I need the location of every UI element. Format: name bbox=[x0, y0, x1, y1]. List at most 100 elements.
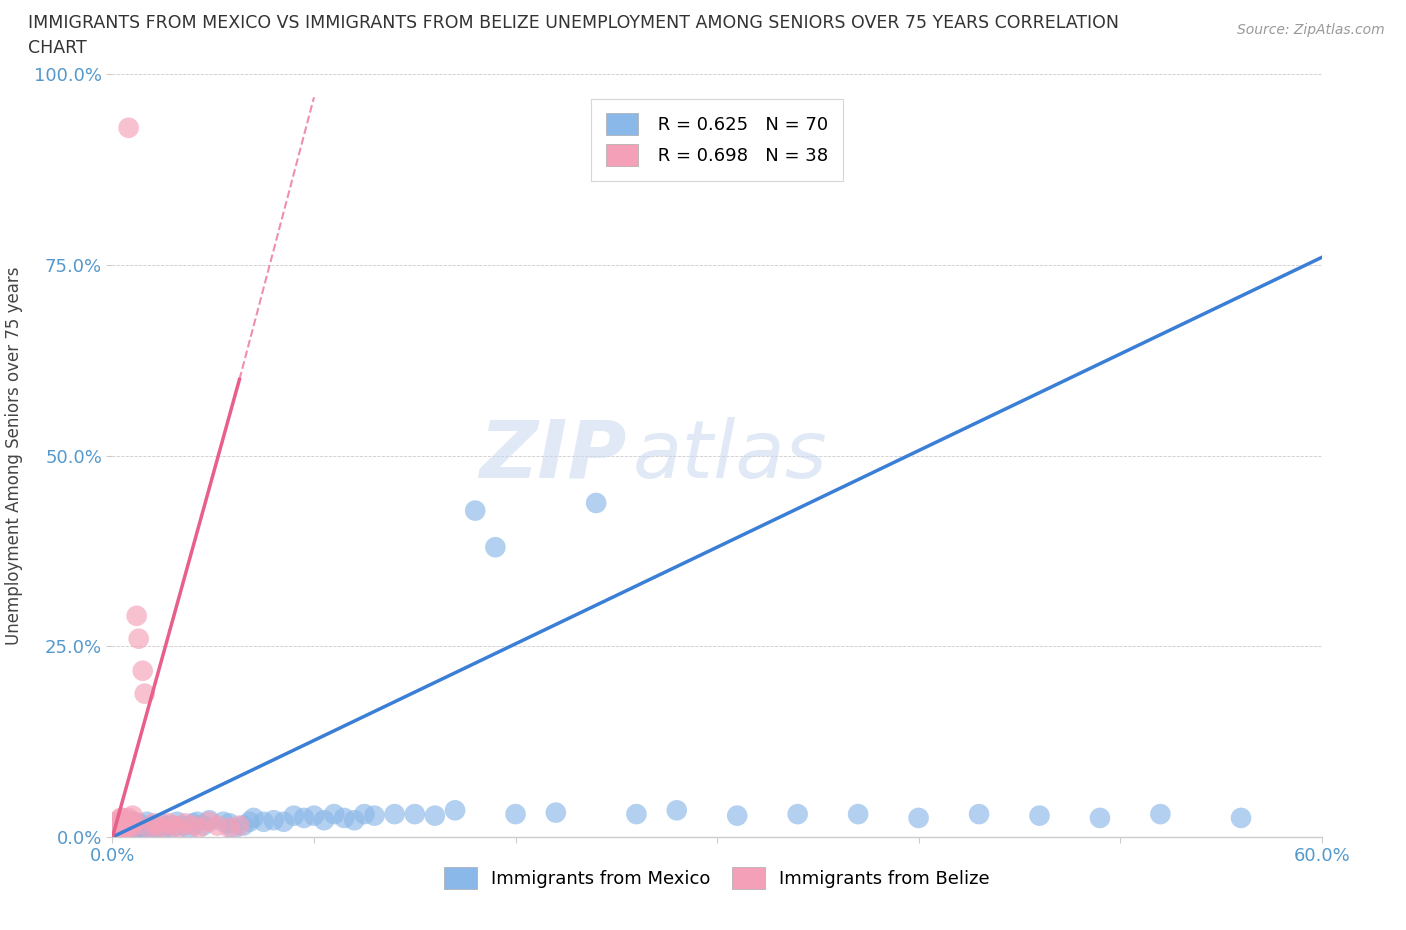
Point bbox=[363, 808, 385, 823]
Point bbox=[132, 663, 155, 678]
Point bbox=[132, 818, 155, 833]
Text: Source: ZipAtlas.com: Source: ZipAtlas.com bbox=[1237, 23, 1385, 37]
Point bbox=[124, 815, 146, 830]
Point bbox=[302, 808, 325, 823]
Point bbox=[107, 818, 129, 833]
Point bbox=[138, 822, 160, 837]
Point bbox=[228, 818, 250, 833]
Y-axis label: Unemployment Among Seniors over 75 years: Unemployment Among Seniors over 75 years bbox=[6, 267, 22, 644]
Point bbox=[198, 813, 221, 828]
Point bbox=[134, 823, 156, 838]
Point bbox=[157, 818, 180, 833]
Point bbox=[117, 120, 139, 135]
Point bbox=[105, 820, 128, 835]
Point bbox=[423, 808, 446, 823]
Point bbox=[146, 818, 169, 833]
Point bbox=[172, 818, 194, 833]
Point bbox=[232, 818, 254, 833]
Point bbox=[120, 822, 142, 837]
Point bbox=[117, 823, 139, 838]
Point bbox=[114, 820, 136, 835]
Point bbox=[484, 539, 506, 554]
Point bbox=[544, 805, 567, 820]
Point bbox=[103, 823, 125, 838]
Point bbox=[353, 806, 375, 821]
Point bbox=[384, 806, 406, 821]
Point bbox=[207, 818, 229, 833]
Text: CHART: CHART bbox=[28, 39, 87, 57]
Point bbox=[157, 816, 180, 830]
Point bbox=[152, 820, 174, 835]
Point bbox=[134, 686, 156, 701]
Point bbox=[218, 816, 240, 830]
Point bbox=[111, 818, 134, 833]
Text: atlas: atlas bbox=[633, 417, 827, 495]
Point bbox=[505, 806, 527, 821]
Point bbox=[907, 811, 929, 826]
Point bbox=[1088, 811, 1111, 826]
Point bbox=[110, 816, 132, 830]
Point bbox=[115, 822, 138, 837]
Point bbox=[198, 815, 221, 830]
Point bbox=[146, 820, 169, 835]
Point bbox=[464, 503, 486, 518]
Point bbox=[120, 822, 142, 837]
Point bbox=[238, 815, 260, 830]
Point bbox=[125, 822, 148, 837]
Point bbox=[115, 816, 138, 830]
Point bbox=[273, 815, 295, 830]
Point bbox=[142, 818, 165, 833]
Point bbox=[177, 822, 200, 837]
Point bbox=[125, 608, 148, 623]
Point bbox=[128, 631, 150, 646]
Point bbox=[162, 820, 184, 835]
Point bbox=[110, 811, 132, 826]
Point bbox=[142, 816, 165, 830]
Point bbox=[120, 815, 142, 830]
Point bbox=[111, 823, 134, 838]
Point bbox=[967, 806, 990, 821]
Point bbox=[343, 813, 366, 828]
Point bbox=[665, 803, 688, 817]
Text: ZIP: ZIP bbox=[479, 417, 626, 495]
Point bbox=[188, 820, 211, 835]
Point bbox=[121, 808, 143, 823]
Point bbox=[107, 822, 129, 837]
Point bbox=[786, 806, 808, 821]
Point bbox=[117, 818, 139, 833]
Point bbox=[152, 822, 174, 837]
Point bbox=[292, 811, 315, 826]
Point bbox=[181, 818, 204, 833]
Point bbox=[114, 815, 136, 830]
Point bbox=[111, 826, 134, 841]
Point bbox=[725, 808, 748, 823]
Point bbox=[1230, 811, 1253, 826]
Point bbox=[121, 815, 143, 830]
Point bbox=[323, 806, 346, 821]
Point bbox=[111, 811, 134, 826]
Text: IMMIGRANTS FROM MEXICO VS IMMIGRANTS FROM BELIZE UNEMPLOYMENT AMONG SENIORS OVER: IMMIGRANTS FROM MEXICO VS IMMIGRANTS FRO… bbox=[28, 14, 1119, 32]
Point bbox=[149, 816, 172, 830]
Point bbox=[1028, 808, 1050, 823]
Point bbox=[212, 815, 235, 830]
Point bbox=[121, 820, 143, 835]
Point bbox=[110, 823, 132, 838]
Point bbox=[312, 813, 335, 828]
Point bbox=[181, 816, 204, 830]
Point bbox=[105, 815, 128, 830]
Point bbox=[135, 815, 157, 830]
Point bbox=[333, 811, 356, 826]
Point bbox=[124, 818, 146, 833]
Point bbox=[167, 820, 190, 835]
Point bbox=[115, 820, 138, 835]
Point bbox=[166, 815, 188, 830]
Point bbox=[138, 822, 160, 837]
Point bbox=[263, 813, 285, 828]
Point bbox=[444, 803, 467, 817]
Point bbox=[117, 818, 139, 833]
Point bbox=[846, 806, 869, 821]
Point bbox=[626, 806, 648, 821]
Point bbox=[162, 818, 184, 833]
Point bbox=[128, 816, 150, 830]
Point bbox=[129, 820, 152, 835]
